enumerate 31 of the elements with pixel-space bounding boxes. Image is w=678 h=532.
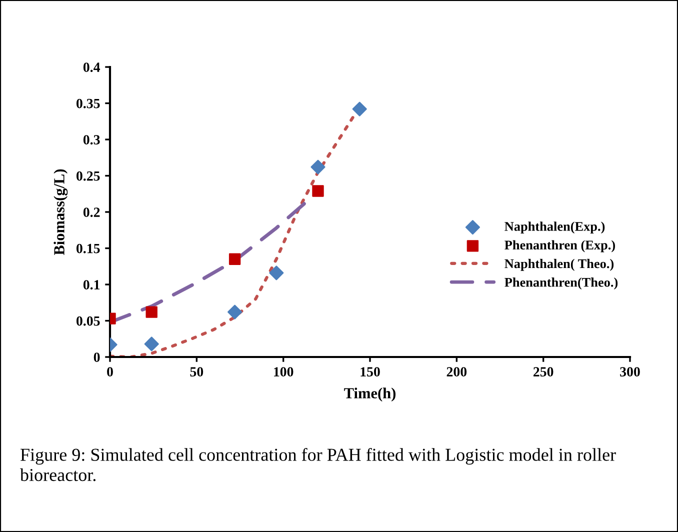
y-tick-label: 0.4 — [83, 62, 100, 72]
point — [146, 306, 158, 318]
point — [228, 253, 241, 265]
y-tick-label: 0.35 — [76, 98, 100, 108]
point — [310, 160, 326, 174]
x-tick-label: 100 — [274, 367, 294, 376]
point — [228, 304, 242, 320]
point — [352, 102, 367, 116]
point — [144, 336, 159, 352]
point — [312, 185, 324, 197]
point — [269, 266, 284, 280]
x-tick-label: 150 — [360, 367, 380, 376]
x-tick-label: 0 — [107, 367, 113, 376]
y-tick-label: 0.2 — [83, 208, 100, 218]
y-tick-label: 0 — [94, 352, 100, 362]
x-tick-label: 200 — [446, 367, 467, 376]
caption: Figure 9: Simulated cell concentration for PAH fitted with Logistic model in roller bioreactor. — [20, 448, 616, 482]
legend-label: Phenanthren (Exp.) — [504, 240, 615, 252]
legend-label: Naphthalen(Exp.) — [504, 222, 605, 234]
y-tick-label: 0.05 — [76, 316, 100, 326]
legend-label: Naphthalen( Theo.) — [504, 258, 614, 271]
y-tick-label: 0.1 — [83, 280, 100, 290]
x-axis-title: Time(h) — [344, 388, 396, 402]
y-tick-label: 0.15 — [76, 244, 100, 254]
y-tick-label: 0.25 — [76, 171, 100, 181]
x-tick-label: 250 — [534, 367, 554, 376]
x-tick-label: 300 — [620, 367, 640, 376]
y-axis-title: Biomass(g/L) — [54, 169, 68, 256]
y-tick-label: 0.3 — [83, 135, 100, 145]
legend-label: Phenanthren(Theo.) — [504, 278, 618, 290]
x-tick-label: 50 — [190, 367, 204, 376]
